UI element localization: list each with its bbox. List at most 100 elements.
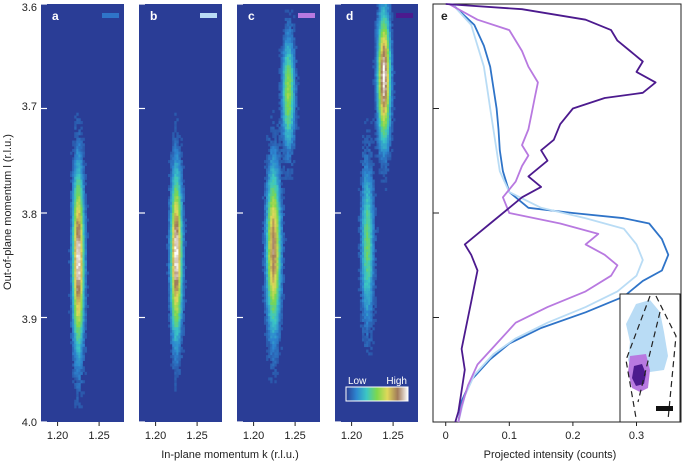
- heatmap-cell: [280, 252, 283, 256]
- heatmap-cell: [72, 291, 75, 295]
- heatmap-cell: [176, 332, 179, 336]
- heatmap-cell: [272, 302, 275, 306]
- heatmap-cell: [278, 207, 281, 211]
- heatmap-cell: [268, 157, 271, 161]
- heatmap-cell: [266, 330, 269, 334]
- heatmap-cell: [368, 193, 371, 197]
- heatmap-cell: [386, 31, 390, 35]
- heatmap-cell: [366, 313, 369, 317]
- heatmap-cell: [272, 213, 275, 217]
- heatmap-cell: [263, 254, 267, 258]
- heatmap-cell: [368, 187, 371, 192]
- heatmap-cell: [174, 229, 177, 233]
- profile-line-series_a: [451, 3, 670, 423]
- heatmap-cell: [286, 173, 290, 178]
- heatmap-cell: [74, 196, 77, 200]
- heatmap-cell: [359, 243, 363, 247]
- heatmap-cell: [180, 215, 183, 219]
- heatmap-cell: [293, 68, 296, 72]
- heatmap-cell: [284, 118, 288, 122]
- heatmap-cell: [266, 168, 269, 172]
- heatmap-cell: [78, 321, 81, 325]
- heatmap-cell: [80, 357, 83, 361]
- heatmap-cell: [180, 324, 183, 328]
- heatmap-cell: [293, 76, 296, 80]
- heatmap-cell: [72, 204, 75, 208]
- heatmap-cell: [80, 310, 83, 314]
- heatmap-cell: [76, 271, 79, 275]
- heatmap-cell: [270, 252, 273, 256]
- heatmap-cell: [76, 171, 79, 175]
- heatmap-cell: [376, 68, 379, 72]
- heatmap-cell: [78, 187, 81, 192]
- heatmap-cell: [280, 313, 283, 317]
- heatmap-cell: [288, 17, 292, 22]
- heatmap-cell: [76, 313, 79, 317]
- heatmap-cell: [263, 260, 267, 264]
- heatmap-cell: [172, 157, 175, 161]
- heatmap-cell: [78, 260, 81, 264]
- heatmap-cell: [357, 187, 361, 192]
- heatmap-cell: [274, 274, 277, 278]
- heatmap-cell: [172, 260, 175, 264]
- heatmap-cell: [280, 121, 283, 125]
- heatmap-cell: [391, 62, 394, 66]
- heatmap-cell: [84, 291, 87, 295]
- heatmap-cell: [270, 238, 273, 242]
- heatmap-cell: [284, 146, 288, 150]
- heatmap-cell: [359, 313, 363, 317]
- heatmap-cell: [278, 302, 281, 306]
- heatmap-cell: [174, 279, 177, 283]
- heatmap-cell: [372, 249, 375, 253]
- heatmap-cell: [270, 274, 273, 278]
- heatmap-cell: [284, 173, 288, 178]
- heatmap-cell: [293, 134, 296, 139]
- heatmap-cell: [263, 235, 267, 239]
- heatmap-cell: [266, 162, 269, 166]
- heatmap-cell: [366, 240, 369, 244]
- heatmap-cell: [374, 34, 377, 38]
- heatmap-cell: [386, 93, 390, 97]
- heatmap-cell: [388, 157, 392, 161]
- heatmap-cell: [76, 252, 79, 256]
- heatmap-cell: [276, 285, 279, 289]
- heatmap-cell: [370, 137, 373, 141]
- heatmap-cell: [366, 168, 369, 172]
- heatmap-cell: [176, 299, 179, 303]
- heatmap-cell: [274, 316, 277, 320]
- heatmap-cell: [180, 185, 183, 189]
- heatmap-cell: [288, 146, 292, 150]
- heatmap-cell: [182, 226, 185, 231]
- heatmap-cell: [261, 288, 265, 292]
- heatmap-cell: [290, 43, 294, 47]
- heatmap-cell: [364, 299, 367, 303]
- heatmap-cell: [280, 199, 283, 203]
- heatmap-cell: [374, 79, 377, 83]
- heatmap-cell: [293, 107, 296, 111]
- heatmap-cell: [261, 299, 265, 303]
- heatmap-cell: [78, 160, 81, 164]
- heatmap-cell: [386, 157, 390, 161]
- heatmap-cell: [280, 240, 283, 244]
- heatmap-cell: [286, 109, 290, 113]
- heatmap-cell: [80, 265, 83, 270]
- heatmap-cell: [378, 157, 381, 161]
- heatmap-cell: [290, 51, 294, 55]
- heatmap-cell: [364, 154, 367, 158]
- heatmap-cell: [290, 34, 294, 38]
- heatmap-cell: [170, 310, 173, 314]
- heatmap-cell: [284, 93, 288, 97]
- heatmap-cell: [286, 154, 290, 158]
- heatmap-cell: [176, 316, 179, 320]
- heatmap-cell: [82, 213, 85, 217]
- heatmap-cell: [384, 29, 388, 33]
- heatmap-cell: [76, 121, 79, 125]
- heatmap-cell: [278, 154, 281, 158]
- heatmap-cell: [76, 371, 79, 375]
- heatmap-cell: [78, 176, 81, 180]
- heatmap-cell: [263, 316, 267, 320]
- heatmap-cell: [366, 343, 369, 348]
- heatmap-cell: [288, 104, 292, 108]
- heatmap-cell: [70, 179, 73, 183]
- heatmap-cell: [72, 318, 75, 322]
